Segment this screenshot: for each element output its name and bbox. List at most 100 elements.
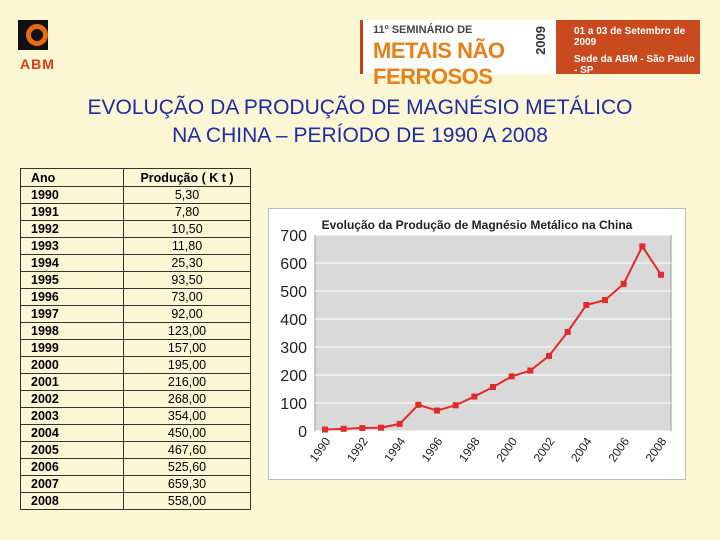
table-body: 1990 5,30 1991 7,80 1992 10,50 1993 11,80 1994 25…: [20, 186, 251, 510]
table-row: 2001 216,00: [20, 373, 251, 391]
data-point: [471, 393, 478, 400]
page-title-line1: EVOLUÇÃO DA PRODUÇÃO DE MAGNÉSIO METÁLIC…: [87, 96, 633, 119]
production-cell: 268,00: [123, 390, 251, 408]
production-cell: 7,80: [123, 203, 251, 221]
table-row: 1997 92,00: [20, 305, 251, 323]
production-cell: 354,00: [123, 407, 251, 425]
year-cell: 2004: [20, 424, 124, 442]
table-row: 1991 7,80: [20, 203, 251, 221]
table-row: 2008 558,00: [20, 492, 251, 510]
data-point: [583, 302, 590, 308]
production-cell: 216,00: [123, 373, 251, 391]
x-tick-label: 2006: [605, 434, 632, 464]
x-tick-label: 2000: [493, 434, 520, 464]
table-header-row: Ano Produção ( K t ): [20, 168, 251, 187]
table-row: 1992 10,50: [20, 220, 251, 238]
table-row: 2007 659,30: [20, 475, 251, 493]
data-point: [378, 424, 384, 431]
table-row: 2006 525,60: [20, 458, 251, 476]
banner-seminar: 11º SEMINÁRIO DE: [373, 24, 473, 36]
banner-info: 01 a 03 de Setembro de 2009 Sede da ABM …: [556, 20, 700, 76]
table-row: 2000 195,00: [20, 356, 251, 374]
data-point: [340, 425, 347, 432]
data-point: [564, 328, 571, 335]
banner-name: METAIS NÃO FERROSOS: [373, 38, 505, 89]
table-row: 1990 5,30: [20, 186, 251, 204]
plot-area: [314, 234, 672, 432]
table-row: 2004 450,00: [20, 424, 251, 442]
production-cell: 123,00: [123, 322, 251, 340]
header-ano: Ano: [20, 168, 124, 187]
production-cell: 10,50: [123, 220, 251, 238]
table-row: 1995 93,50: [20, 271, 251, 289]
table-row: 2005 467,60: [20, 441, 251, 459]
page-title: EVOLUÇÃO DA PRODUÇÃO DE MAGNÉSIO METÁLIC…: [0, 94, 720, 150]
data-point: [452, 402, 459, 409]
production-cell: 25,30: [123, 254, 251, 272]
data-point: [639, 243, 646, 250]
production-cell: 558,00: [123, 492, 251, 510]
production-table: Ano Produção ( K t ) 1990 5,30 1991 7,80 199…: [20, 168, 251, 510]
banner-dates: 01 a 03 de Setembro de 2009: [574, 26, 686, 48]
production-cell: 467,60: [123, 441, 251, 459]
year-cell: 2000: [20, 356, 124, 374]
year-cell: 1998: [20, 322, 124, 340]
header-producao: Produção ( K t ): [123, 168, 251, 187]
chart-panel: Evolução da Produção de Magnésio Metálic…: [268, 208, 686, 480]
production-cell: 93,50: [123, 271, 251, 289]
production-cell: 195,00: [123, 356, 251, 374]
x-tick-label: 2008: [643, 434, 670, 464]
year-cell: 2005: [20, 441, 124, 459]
table-row: 1998 123,00: [20, 322, 251, 340]
y-tick-label: 500: [280, 284, 307, 301]
production-cell: 450,00: [123, 424, 251, 442]
y-tick-label: 400: [280, 312, 307, 329]
production-cell: 5,30: [123, 186, 251, 204]
x-tick-label: 1992: [344, 434, 371, 464]
x-tick-label: 1994: [381, 434, 408, 464]
banner-venue: Sede da ABM - São Paulo - SP: [574, 54, 695, 76]
table-row: 1999 157,00: [20, 339, 251, 357]
table-row: 2002 268,00: [20, 390, 251, 408]
x-tick-label: 2004: [568, 434, 595, 464]
chart-title: Evolução da Produção de Magnésio Metálic…: [322, 218, 633, 232]
production-cell: 659,30: [123, 475, 251, 493]
table-row: 1996 73,00: [20, 288, 251, 306]
data-point: [508, 373, 515, 380]
logo-text: ABM: [20, 56, 55, 72]
year-cell: 1999: [20, 339, 124, 357]
logo-ring-icon: [26, 24, 48, 46]
production-cell: 11,80: [123, 237, 251, 255]
year-cell: 1990: [20, 186, 124, 204]
x-tick-label: 2002: [531, 434, 558, 464]
production-cell: 525,60: [123, 458, 251, 476]
year-cell: 1993: [20, 237, 124, 255]
y-tick-label: 0: [298, 424, 307, 441]
page-title-line2: NA CHINA – PERÍODO DE 1990 A 2008: [172, 124, 548, 147]
year-cell: 1997: [20, 305, 124, 323]
data-point: [396, 420, 403, 427]
data-point: [620, 280, 627, 287]
banner-left: 11º SEMINÁRIO DE METAIS NÃO FERROSOS 200…: [360, 20, 556, 89]
production-cell: 157,00: [123, 339, 251, 357]
year-cell: 1991: [20, 203, 124, 221]
year-cell: 2002: [20, 390, 124, 408]
data-point: [602, 297, 608, 304]
table-row: 2003 354,00: [20, 407, 251, 425]
y-tick-label: 300: [280, 340, 307, 357]
year-cell: 1996: [20, 288, 124, 306]
table-row: 1993 11,80: [20, 237, 251, 255]
data-point: [527, 367, 534, 374]
y-tick-label: 700: [280, 228, 307, 245]
year-cell: 2007: [20, 475, 124, 493]
data-point: [434, 407, 440, 414]
production-chart: Evolução da Produção de Magnésio Metálic…: [280, 218, 672, 465]
production-cell: 92,00: [123, 305, 251, 323]
production-table-container: Ano Produção ( K t ) 1990 5,30 1991 7,80 199…: [20, 168, 251, 510]
y-tick-label: 600: [280, 256, 307, 273]
banner-year: 2009: [533, 26, 548, 55]
x-tick-label: 1990: [307, 434, 334, 464]
data-point: [490, 384, 496, 391]
abm-logo: ABM: [18, 20, 62, 76]
year-cell: 2001: [20, 373, 124, 391]
